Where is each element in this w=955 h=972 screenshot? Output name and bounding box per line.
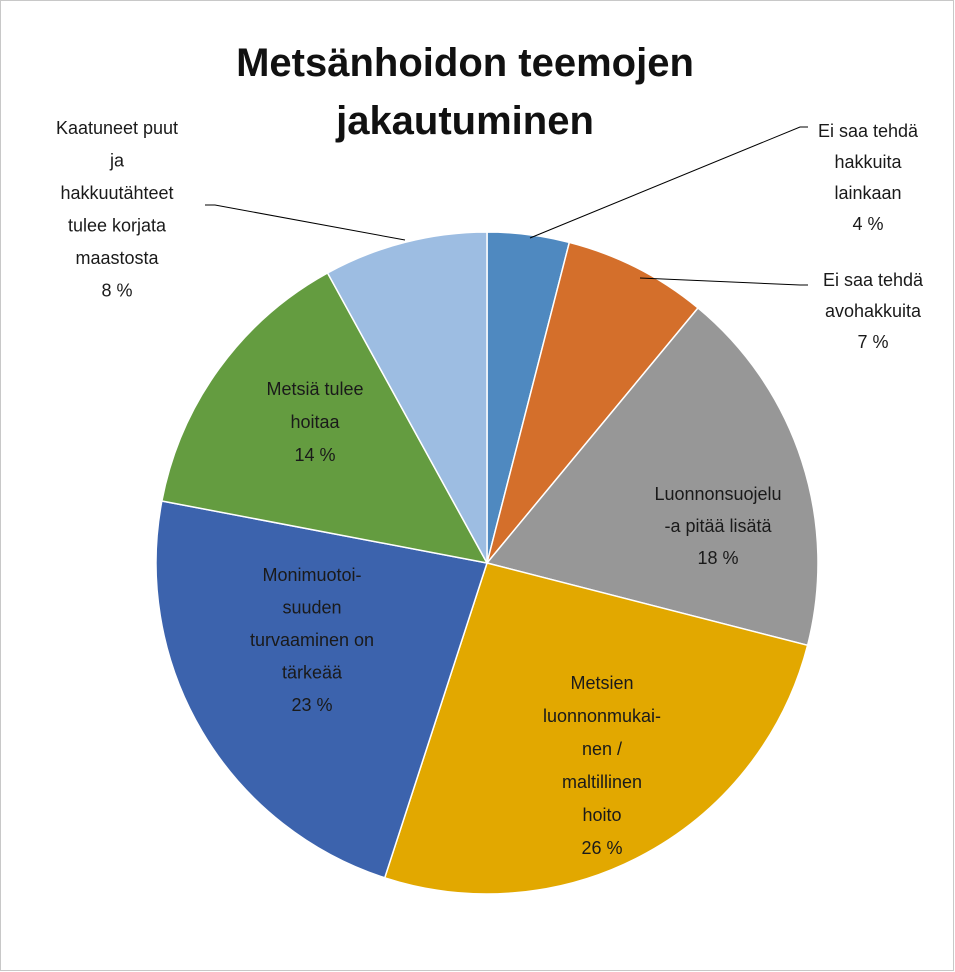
pie-slice: [383, 562, 809, 895]
chart-title: Metsänhoidon teemojen jakautuminen: [236, 41, 694, 143]
slice-label: Monimuotoi-suuden turvaaminen on tärkeää: [250, 565, 374, 683]
value-label: 7 %: [857, 332, 888, 352]
slice-label: Metsiä tulee hoitaa: [266, 379, 363, 432]
leader-line: [529, 126, 808, 239]
pie-slice: [160, 271, 489, 565]
pie-slice: [486, 241, 700, 564]
slice-label: Ei saa tehdä hakkuita lainkaan: [818, 121, 919, 203]
slice-label: Ei saa tehdä avohakkuita: [823, 270, 924, 321]
value-label: 18 %: [697, 548, 738, 568]
pie-slice: [485, 306, 819, 647]
value-label: 14 %: [294, 445, 335, 465]
pie-slice: [326, 231, 488, 564]
value-label: 8 %: [101, 281, 132, 301]
value-label: 23 %: [291, 695, 332, 715]
slice-label: Luonnonsuojelu -a pitää lisätä: [654, 484, 781, 536]
value-label: 4 %: [852, 214, 883, 234]
leader-line: [205, 204, 406, 241]
slice-label: Metsien luonnonmukai-nen / maltillinen hoit…: [543, 673, 661, 825]
leader-line: [639, 277, 808, 286]
value-label: 26 %: [581, 838, 622, 858]
slice-label: Kaatuneet puut ja hakkuutähteet tulee korja…: [56, 118, 178, 268]
pie-slice: [155, 500, 488, 879]
